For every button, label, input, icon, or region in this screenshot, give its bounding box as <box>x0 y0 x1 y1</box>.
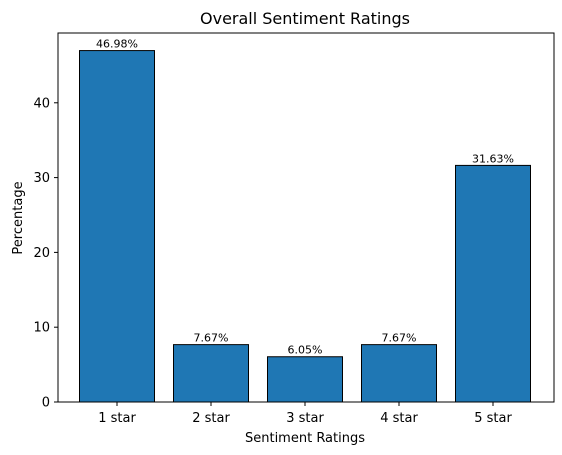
data-label-1: 46.98% <box>96 38 138 51</box>
bar-1 <box>79 50 155 403</box>
x-axis-title: Sentiment Ratings <box>245 431 365 446</box>
y-tick-label: 40 <box>33 96 50 111</box>
x-tick-label: 2 star <box>192 411 230 426</box>
x-tick-label: 1 star <box>98 411 136 426</box>
chart-title: Overall Sentiment Ratings <box>200 9 410 28</box>
x-tick-label: 3 star <box>286 411 324 426</box>
data-label-3: 6.05% <box>288 344 323 357</box>
data-label-4: 7.67% <box>382 332 417 345</box>
data-label-5: 31.63% <box>472 152 514 165</box>
y-axis-ticks: 0 10 20 30 40 <box>33 96 58 411</box>
y-tick-label: 30 <box>33 171 50 186</box>
y-tick-label: 20 <box>33 246 50 261</box>
x-tick-label: 4 star <box>380 411 418 426</box>
data-labels-layer: 46.98% 7.67% 6.05% 7.67% 31.63% <box>96 38 514 357</box>
x-tick-label: 5 star <box>474 411 512 426</box>
plot-frame <box>57 32 555 403</box>
y-tick-label: 10 <box>33 321 50 336</box>
data-label-2: 7.67% <box>194 332 229 345</box>
bar-5 <box>455 164 531 403</box>
bar-4 <box>361 344 437 403</box>
y-tick-label: 0 <box>42 396 50 411</box>
bars-layer <box>79 50 531 403</box>
bar-3 <box>267 356 343 403</box>
x-axis-ticks: 1 star 2 star 3 star 4 star 5 star <box>98 402 512 426</box>
bar-2 <box>173 344 249 403</box>
y-axis-title: Percentage <box>11 181 26 254</box>
